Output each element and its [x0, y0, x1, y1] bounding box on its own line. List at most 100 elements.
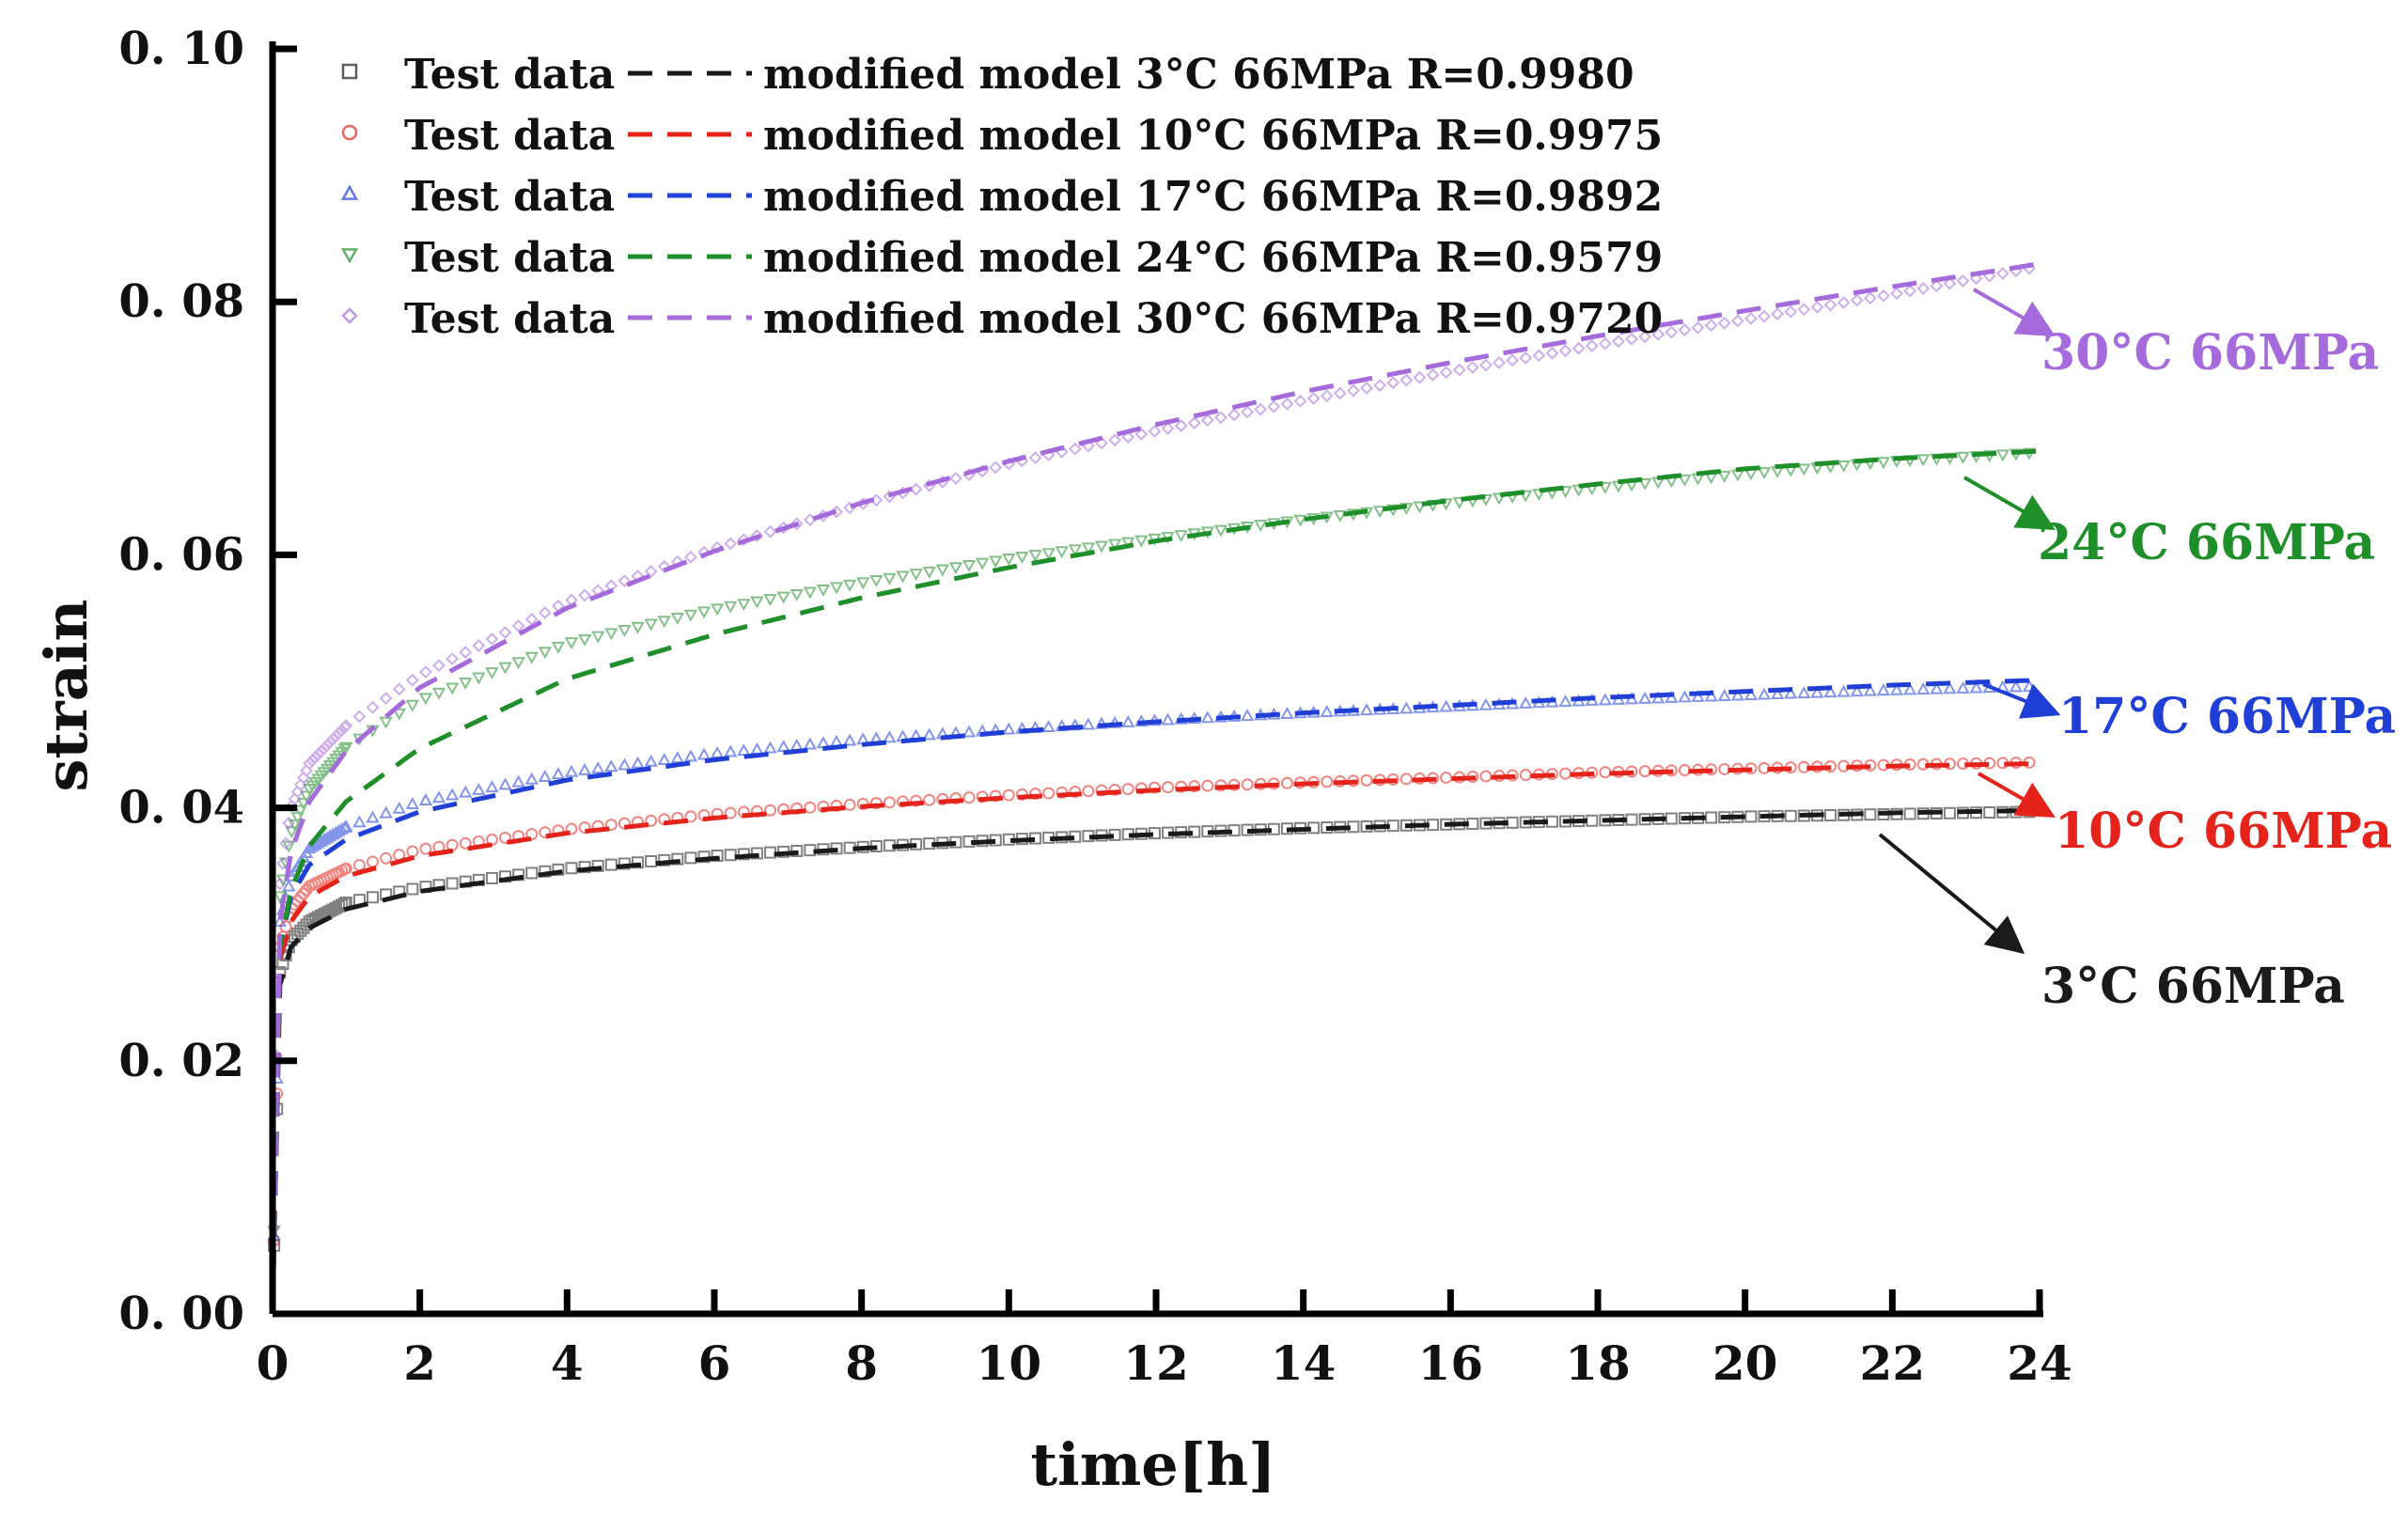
- test-data-point: [696, 747, 711, 760]
- test-data-point: [1930, 681, 1944, 695]
- test-data-point: [975, 557, 990, 570]
- test-data-point: [1506, 353, 1520, 367]
- test-data-point: [335, 724, 349, 737]
- test-data-point: [445, 788, 460, 801]
- test-data-point: [300, 918, 313, 931]
- series-1: [268, 756, 2041, 1315]
- annotation-arrow: [1982, 682, 2061, 719]
- test-data-point: [1691, 320, 1705, 335]
- test-data-point: [418, 693, 433, 706]
- test-data-point: [1519, 351, 1533, 365]
- test-data-point: [1665, 764, 1678, 777]
- test-data-point: [405, 797, 420, 809]
- legend: Test data modified model 3°C 66MPa R=0.99…: [340, 51, 1663, 343]
- test-data-point: [406, 882, 419, 896]
- test-data-point: [724, 601, 738, 614]
- test-data-point: [311, 747, 325, 761]
- test-data-point: [1174, 530, 1188, 543]
- test-data-point: [1426, 368, 1440, 382]
- test-data-point: [321, 739, 334, 753]
- test-data-point: [1200, 414, 1214, 428]
- test-data-point: [1280, 397, 1294, 411]
- test-data-point: [1758, 309, 1771, 323]
- test-data-point: [962, 835, 976, 848]
- test-data-point: [1107, 538, 1122, 552]
- test-data-markers: [267, 447, 2037, 1238]
- test-data-point: [1227, 408, 1241, 422]
- test-data-point: [321, 906, 334, 919]
- test-data-point: [459, 646, 473, 659]
- test-data-point: [1797, 303, 1811, 317]
- test-data-markers: [268, 756, 2036, 1247]
- test-data-point: [305, 754, 320, 768]
- test-data-point: [1757, 467, 1772, 480]
- test-data-point: [1718, 811, 1731, 824]
- test-data-point: [1545, 768, 1558, 780]
- test-data-point: [737, 805, 750, 819]
- test-data-point: [1784, 809, 1797, 822]
- legend-entry-2: Test data modified model 17°C 66MPa R=0.9…: [340, 173, 1663, 221]
- legend-model-label: modified model 30°C 66MPa R=0.9720: [763, 295, 1663, 343]
- test-data-point: [1399, 701, 1414, 714]
- test-data-point: [1651, 328, 1665, 341]
- test-data-point: [1586, 766, 1599, 779]
- test-data-point: [2023, 805, 2036, 819]
- test-data-point: [392, 682, 406, 696]
- test-data-point: [989, 460, 1003, 475]
- test-data-point: [290, 812, 305, 825]
- test-data-point: [431, 687, 446, 700]
- y-tick-label: 0. 06: [118, 528, 244, 581]
- test-data-point: [1506, 816, 1519, 829]
- test-data-point: [1121, 714, 1135, 727]
- test-data-point: [352, 815, 367, 828]
- test-data-point: [1399, 773, 1413, 786]
- test-data-point: [1837, 296, 1851, 309]
- test-data-point: [1784, 686, 1798, 699]
- test-data-point: [1758, 810, 1771, 823]
- test-data-point: [1545, 815, 1558, 828]
- test-data-point: [618, 625, 632, 638]
- test-data-point: [380, 851, 393, 865]
- test-data-point: [1916, 454, 1931, 467]
- test-data-point: [1890, 807, 1903, 820]
- test-data-markers: [268, 805, 2036, 1252]
- test-data-point: [883, 572, 897, 585]
- test-data-point: [294, 924, 307, 937]
- test-data-point: [1519, 695, 1533, 709]
- test-data-point: [1041, 548, 1055, 561]
- x-tick-label: 10: [977, 1335, 1042, 1391]
- test-data-point: [684, 851, 697, 865]
- test-data-point: [308, 751, 322, 764]
- annotation-label: 10°C 66MPa: [2055, 803, 2392, 860]
- test-data-point: [1970, 806, 1983, 819]
- test-data-point: [883, 839, 896, 852]
- test-data-point: [1041, 720, 1055, 733]
- test-data-point: [1002, 554, 1016, 566]
- test-data-point: [1916, 682, 1931, 695]
- test-data-point: [1121, 828, 1134, 841]
- test-data-point: [1943, 757, 1956, 771]
- annotation-arrow: [1878, 833, 2025, 955]
- test-data-point: [1797, 686, 1811, 699]
- test-data-point: [577, 762, 592, 775]
- test-data-point: [1651, 691, 1665, 704]
- test-data-point: [1969, 680, 1983, 694]
- test-data-point: [962, 725, 977, 738]
- test-data-point: [419, 842, 432, 855]
- test-data-point: [644, 618, 658, 632]
- test-data-point: [1678, 474, 1692, 487]
- test-data-point: [1055, 546, 1069, 559]
- test-data-point: [591, 761, 605, 774]
- x-tick-label: 18: [1565, 1335, 1631, 1391]
- test-data-point: [1201, 825, 1214, 838]
- test-data-point: [1810, 300, 1824, 314]
- y-tick-label: 0. 00: [118, 1288, 244, 1340]
- test-data-point: [1903, 284, 1917, 298]
- test-data-point: [764, 846, 777, 859]
- legend-marker: [341, 124, 358, 141]
- test-data-point: [816, 584, 831, 597]
- test-data-point: [1373, 379, 1387, 393]
- annotation-label: 3°C 66MPa: [2041, 958, 2345, 1015]
- test-data-point: [1241, 778, 1254, 791]
